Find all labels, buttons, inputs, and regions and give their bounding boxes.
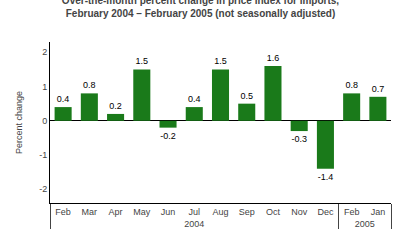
svg-text:0: 0 (42, 116, 47, 126)
svg-text:0.4: 0.4 (57, 94, 70, 104)
svg-text:Percent change: Percent change (14, 91, 24, 154)
svg-text:0.8: 0.8 (345, 80, 358, 90)
svg-text:0.7: 0.7 (372, 84, 385, 94)
svg-text:-0.3: -0.3 (291, 134, 307, 144)
svg-text:Feb: Feb (344, 207, 360, 217)
svg-text:Mar: Mar (82, 207, 98, 217)
svg-text:1.6: 1.6 (267, 53, 280, 63)
svg-text:-1.4: -1.4 (318, 172, 334, 182)
svg-text:Oct: Oct (266, 207, 281, 217)
svg-text:2004: 2004 (184, 219, 204, 229)
svg-text:Dec: Dec (317, 207, 334, 217)
svg-text:1.5: 1.5 (214, 56, 227, 66)
svg-text:2: 2 (42, 47, 47, 57)
svg-text:Jul: Jul (189, 207, 201, 217)
svg-text:2005: 2005 (355, 219, 375, 229)
svg-text:Jun: Jun (161, 207, 176, 217)
svg-text:Jan: Jan (371, 207, 386, 217)
svg-text:-0.2: -0.2 (160, 131, 176, 141)
svg-text:1: 1 (42, 82, 47, 92)
svg-text:Over-the-month percent change: Over-the-month percent change in price i… (62, 0, 339, 19)
svg-text:-2: -2 (39, 184, 47, 194)
svg-text:May: May (133, 207, 151, 217)
svg-text:0.2: 0.2 (109, 101, 122, 111)
svg-text:Sep: Sep (239, 207, 255, 217)
svg-text:-1: -1 (39, 150, 47, 160)
svg-text:1.5: 1.5 (136, 56, 149, 66)
svg-text:Apr: Apr (109, 207, 123, 217)
svg-text:0.8: 0.8 (83, 80, 96, 90)
svg-text:Nov: Nov (291, 207, 308, 217)
svg-text:Feb: Feb (55, 207, 71, 217)
svg-text:0.5: 0.5 (240, 91, 253, 101)
svg-text:Aug: Aug (212, 207, 228, 217)
svg-text:0.4: 0.4 (188, 94, 201, 104)
